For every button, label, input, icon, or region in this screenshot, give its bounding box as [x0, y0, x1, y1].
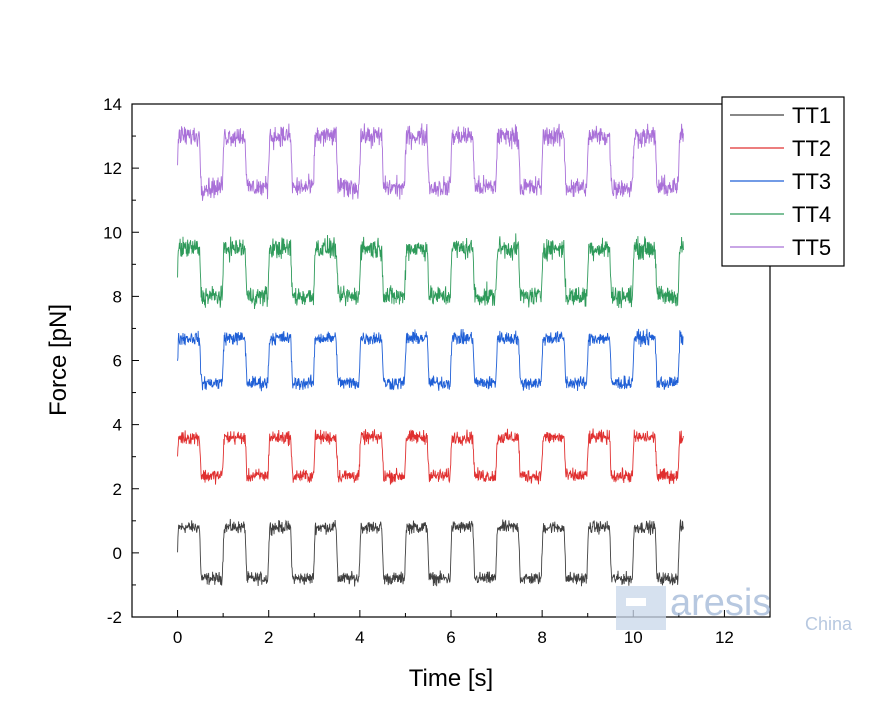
plot-lines	[177, 123, 684, 587]
series-line-tt1	[177, 518, 684, 587]
x-tick-label: 4	[355, 628, 364, 647]
legend-label-tt2: TT2	[792, 136, 831, 161]
legend-label-tt1: TT1	[792, 103, 831, 128]
x-tick-label: 12	[715, 628, 734, 647]
y-tick-label: -2	[107, 608, 122, 627]
y-tick-label: 4	[113, 416, 122, 435]
watermark: aresis China	[616, 582, 853, 634]
x-axis-label: Time [s]	[409, 665, 493, 692]
ticks: 0 2 4 6 8 10 12 -2 0 2 4 6 8 10 12 14	[103, 95, 734, 647]
y-tick-label: 14	[103, 95, 122, 114]
x-tick-label: 2	[264, 628, 273, 647]
watermark-logo-icon	[616, 586, 666, 630]
y-axis-label: Force [pN]	[45, 304, 72, 416]
x-tick-label: 0	[173, 628, 182, 647]
y-tick-label: 12	[103, 159, 122, 178]
watermark-logo-notch	[626, 598, 646, 606]
watermark-text: aresis	[670, 582, 771, 624]
y-tick-label: 0	[113, 544, 122, 563]
x-tick-label: 6	[446, 628, 455, 647]
x-tick-label: 10	[624, 628, 643, 647]
series-line-tt4	[177, 233, 684, 310]
legend-label-tt5: TT5	[792, 235, 831, 260]
watermark-subtext: China	[805, 614, 853, 634]
legend-label-tt3: TT3	[792, 169, 831, 194]
series-line-tt5	[177, 123, 684, 201]
series-line-tt2	[177, 428, 684, 486]
legend: TT1 TT2 TT3 TT4 TT5	[721, 96, 845, 267]
y-tick-label: 8	[113, 287, 122, 306]
y-tick-label: 2	[113, 480, 122, 499]
series-line-tt3	[177, 328, 684, 392]
y-tick-label: 6	[113, 352, 122, 371]
y-tick-label: 10	[103, 223, 122, 242]
legend-label-tt4: TT4	[792, 202, 831, 227]
x-tick-label: 8	[537, 628, 546, 647]
